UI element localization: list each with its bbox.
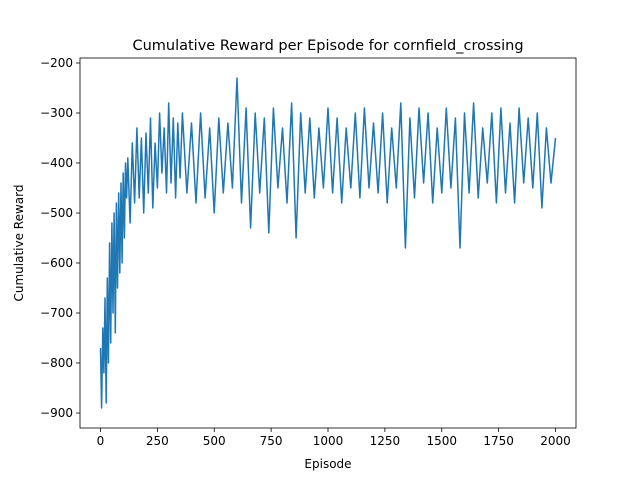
x-tick-label: 0 (97, 434, 105, 448)
x-tick-label: 1250 (370, 434, 401, 448)
y-axis-label: Cumulative Reward (12, 185, 26, 302)
chart-title: Cumulative Reward per Episode for cornfi… (132, 38, 523, 54)
x-tick-label: 2000 (540, 434, 571, 448)
y-tick-label: −200 (40, 56, 73, 70)
y-tick-label: −500 (40, 206, 73, 220)
y-tick-label: −800 (40, 356, 73, 370)
x-tick-label: 1000 (313, 434, 344, 448)
axes: 0 250 500 750 1000 1250 1500 1750 2000 −900 −800 −7… (40, 56, 577, 448)
x-tick-label: 750 (260, 434, 283, 448)
y-tick-label: −400 (40, 156, 73, 170)
series-line-0 (99, 77, 557, 409)
y-tick-label: −300 (40, 106, 73, 120)
x-tick-label: 500 (203, 434, 226, 448)
y-tick-label: −900 (40, 406, 73, 420)
x-tick-label: 1750 (483, 434, 514, 448)
y-tick-label: −700 (40, 306, 73, 320)
x-tick-label: 1500 (426, 434, 457, 448)
y-tick-label: −600 (40, 256, 73, 270)
x-tick-label: 250 (146, 434, 169, 448)
x-axis-label: Episode (304, 457, 351, 471)
plot-area (99, 77, 557, 409)
